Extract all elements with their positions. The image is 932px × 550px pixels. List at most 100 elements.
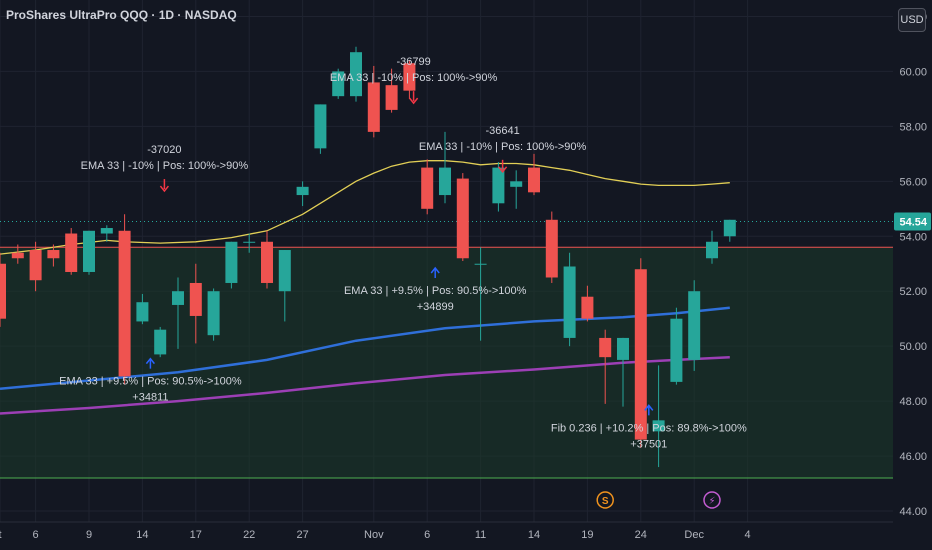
candle-body: [189, 282, 202, 316]
candle: [528, 153, 540, 196]
price-tick-label: 60.00: [899, 66, 927, 78]
event-marker-icon: S: [596, 491, 614, 509]
candle: [545, 211, 558, 283]
candle-body: [403, 63, 416, 91]
candle: [314, 104, 327, 154]
last-price-badge: [894, 212, 931, 231]
price-tick-label: 54.00: [899, 231, 927, 243]
event-marker-circle: [703, 491, 721, 509]
price-tick-label: 52.00: [899, 286, 927, 298]
trade-annotation: Fib 0.236 | +10.2% | Pos: 89.8%->100% +37…: [551, 404, 747, 450]
candle-body: [510, 181, 523, 187]
price-axis: 62.0060.0058.0056.0054.0052.0050.0048.00…: [893, 0, 932, 550]
candle-body: [439, 167, 451, 196]
candle-body: [332, 71, 345, 97]
candle-body: [350, 52, 362, 97]
event-marker-symbol: S: [602, 496, 609, 507]
candle: [100, 225, 113, 242]
candle: [350, 46, 362, 102]
annotation-label: EMA 33 | +9.5% | Pos: 90.5%->100%: [59, 376, 242, 388]
candle-body: [528, 167, 540, 193]
candle-body: [545, 219, 558, 278]
candle-body: [563, 266, 576, 338]
candle-body: [670, 318, 683, 382]
event-marker-symbol: ⚡: [708, 496, 715, 507]
annotation-label: EMA 33 | +9.5% | Pos: 90.5%->100%: [344, 285, 527, 297]
candle-body: [100, 228, 113, 234]
price-tick-label: 44.00: [899, 506, 927, 518]
annotation-pnl: -36799: [396, 56, 430, 68]
price-tick-label: 50.00: [899, 341, 927, 353]
time-tick-label: 11: [475, 529, 486, 541]
candle: [207, 288, 220, 341]
support-zone: [0, 247, 893, 479]
candle: [154, 326, 167, 358]
candle: [225, 241, 238, 289]
time-tick-label: 22: [243, 529, 255, 541]
candle: [670, 307, 683, 385]
candle-body: [456, 178, 469, 259]
candle: [47, 244, 60, 267]
trade-annotation: -36641 EMA 33 | -10% | Pos: 100%->90%: [419, 125, 587, 174]
candle-body: [634, 269, 647, 440]
trade-annotation: -36799 EMA 33 | -10% | Pos: 100%->90%: [330, 56, 498, 105]
candle: [189, 263, 202, 344]
candle: [83, 230, 95, 275]
time-tick-label: 6: [424, 529, 430, 541]
time-tick-label: 4: [745, 529, 751, 541]
price-tick-label: 46.00: [899, 451, 927, 463]
price-tick-label: 58.00: [899, 121, 927, 133]
price-tick-label: 48.00: [899, 396, 927, 408]
candle: [118, 214, 131, 385]
candle: [599, 329, 612, 404]
candle: [29, 241, 42, 292]
candle-body: [688, 291, 701, 360]
candle-body: [367, 82, 380, 132]
sell-arrow-head: [159, 185, 169, 193]
candle: [296, 181, 309, 207]
candle: [11, 244, 24, 264]
candle-body: [474, 263, 487, 265]
candle-body: [83, 230, 95, 272]
currency-button[interactable]: USD: [898, 8, 926, 32]
candle: [243, 233, 256, 253]
candle-body: [581, 296, 594, 319]
candles: [0, 46, 736, 468]
event-marker-circle: [596, 491, 614, 509]
candle: [581, 285, 594, 322]
candle-body: [723, 219, 736, 237]
candle: [261, 230, 273, 289]
buy-arrow-head: [430, 266, 440, 274]
candle-body: [47, 250, 60, 259]
buy-arrow-head: [644, 404, 654, 411]
ema33-line: [0, 160, 730, 255]
time-tick-label: 24: [635, 529, 647, 541]
time-tick-label: 19: [581, 529, 593, 541]
candle: [403, 60, 416, 99]
annotation-label: EMA 33 | -10% | Pos: 100%->90%: [81, 160, 249, 172]
event-marker-icon: ⚡: [703, 491, 721, 509]
candle: [617, 337, 629, 407]
candle-body: [314, 104, 327, 149]
candle-body: [278, 250, 291, 292]
candle-body: [706, 241, 718, 259]
price-tick-label: 56.00: [899, 176, 927, 188]
candle: [136, 293, 149, 325]
time-tick-label: t: [0, 529, 2, 541]
time-tick-label: 6: [33, 529, 39, 541]
time-tick-label: 27: [296, 529, 308, 541]
candle-body: [11, 252, 24, 259]
candle-body: [154, 329, 167, 355]
candle: [723, 219, 736, 242]
candle: [634, 258, 647, 448]
candle-body: [296, 186, 309, 196]
annotation-label: EMA 33 | -10% | Pos: 100%->90%: [419, 141, 587, 153]
annotation-pnl: -37020: [147, 144, 181, 156]
candle: [474, 247, 487, 341]
candle: [367, 65, 380, 138]
candle-body: [617, 337, 629, 360]
candle-body: [243, 241, 256, 243]
candle-body: [599, 337, 612, 358]
candle-body: [65, 233, 78, 272]
